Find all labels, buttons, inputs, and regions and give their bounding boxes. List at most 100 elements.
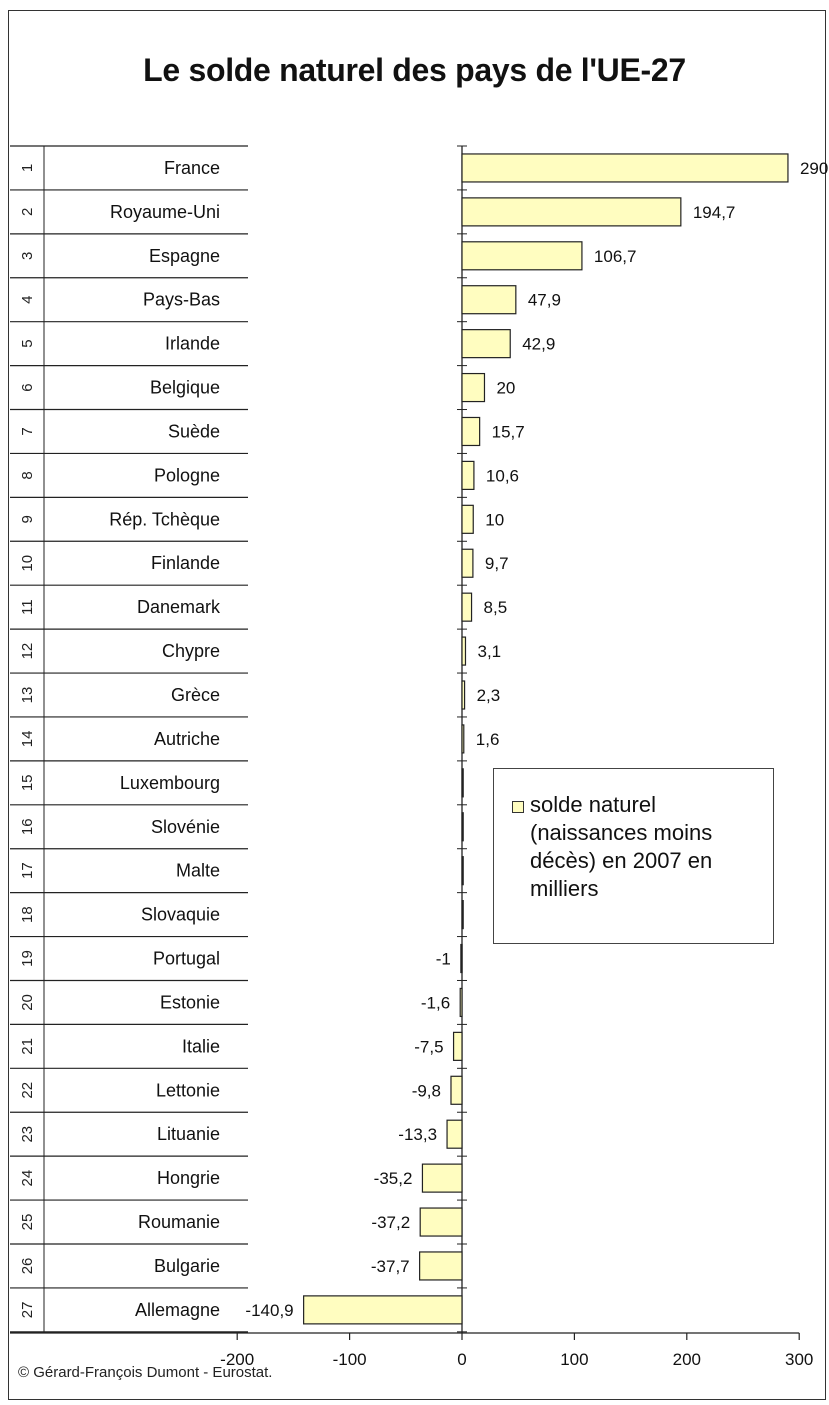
data-label: -37,2 (371, 1213, 410, 1232)
category-label: Estonie (160, 992, 220, 1012)
bar-3 (461, 285, 517, 315)
rank-number: 8 (19, 471, 36, 479)
rank-number: 23 (19, 1126, 36, 1143)
category-label: Malte (176, 861, 220, 881)
category-label: Grèce (171, 685, 220, 705)
data-label: 15,7 (492, 422, 525, 441)
bar-22 (446, 1119, 463, 1149)
bar-14 (461, 768, 464, 798)
chart-frame (8, 10, 826, 1400)
x-tick-label: 300 (785, 1350, 813, 1369)
rank-number: 14 (19, 731, 36, 748)
x-tick-label: 0 (457, 1350, 466, 1369)
data-label: -9,8 (412, 1081, 441, 1100)
rank-number: 26 (19, 1258, 36, 1275)
rank-number: 12 (19, 643, 36, 660)
bar-26 (303, 1295, 463, 1325)
rank-number: 6 (19, 383, 36, 391)
category-label: Lituanie (157, 1124, 220, 1144)
data-label: -37,7 (371, 1257, 410, 1276)
rank-number: 3 (19, 252, 36, 260)
category-label: Rép. Tchèque (109, 509, 220, 529)
rank-number: 19 (19, 950, 36, 967)
category-label: Portugal (153, 949, 220, 969)
x-tick-label: -200 (220, 1350, 254, 1369)
rank-number: 22 (19, 1082, 36, 1099)
data-label: 10,6 (486, 466, 519, 485)
rank-number: 1 (19, 164, 36, 172)
category-label: Royaume-Uni (110, 202, 220, 222)
data-label: 8,5 (484, 598, 508, 617)
bar-19 (459, 987, 463, 1018)
legend-swatch (512, 801, 524, 813)
category-label: Roumanie (138, 1212, 220, 1232)
data-label: 194,7 (693, 203, 736, 222)
rank-number: 2 (19, 208, 36, 216)
data-label: 20 (496, 379, 515, 398)
category-label: Finlande (151, 553, 220, 573)
data-label: 42,9 (522, 335, 555, 354)
bar-2 (461, 241, 583, 271)
category-label: Suède (168, 421, 220, 441)
bar-25 (419, 1251, 463, 1281)
bar-13 (461, 724, 465, 754)
legend-label: solde naturel (naissances moins décès) e… (530, 792, 713, 901)
rank-number: 17 (19, 862, 36, 879)
bar-5 (461, 372, 486, 403)
rank-number: 5 (19, 339, 36, 347)
category-label: Italie (182, 1036, 220, 1056)
bar-12 (461, 680, 466, 710)
data-label: -140,9 (245, 1301, 293, 1320)
rank-number: 10 (19, 555, 36, 572)
rank-number: 16 (19, 818, 36, 835)
category-label: Irlande (165, 334, 220, 354)
legend: solde naturel (naissances moins décès) e… (493, 768, 774, 944)
data-label: -1 (436, 950, 451, 969)
bar-9 (461, 548, 474, 578)
category-label: Chypre (162, 641, 220, 661)
bar-24 (419, 1207, 463, 1237)
data-label: -13,3 (398, 1125, 437, 1144)
x-tick-label: 200 (673, 1350, 701, 1369)
x-tick-label: -100 (333, 1350, 367, 1369)
category-label: Autriche (154, 729, 220, 749)
data-label: -35,2 (374, 1169, 413, 1188)
rank-number: 21 (19, 1038, 36, 1055)
data-label: 290 (800, 159, 828, 178)
data-label: 47,9 (528, 291, 561, 310)
data-label: -1,6 (421, 993, 450, 1012)
rank-number: 25 (19, 1214, 36, 1231)
bar-23 (421, 1163, 463, 1193)
category-label: Luxembourg (120, 773, 220, 793)
rank-number: 13 (19, 687, 36, 704)
category-label: Espagne (149, 246, 220, 266)
data-label: 3,1 (477, 642, 501, 661)
category-label: Lettonie (156, 1080, 220, 1100)
category-label: Hongrie (157, 1168, 220, 1188)
category-label: Pologne (154, 465, 220, 485)
bar-8 (461, 504, 474, 534)
data-label: 9,7 (485, 554, 509, 573)
rank-number: 27 (19, 1302, 36, 1319)
category-label: Pays-Bas (143, 290, 220, 310)
bar-17 (461, 899, 464, 930)
data-label: 2,3 (477, 686, 501, 705)
rank-number: 18 (19, 906, 36, 923)
data-label: 1,6 (476, 730, 500, 749)
bar-0 (461, 153, 789, 183)
category-label: Allemagne (135, 1300, 220, 1320)
bar-16 (461, 856, 464, 886)
data-label: 10 (485, 510, 504, 529)
bar-10 (461, 592, 473, 622)
bar-7 (461, 460, 475, 490)
bar-11 (461, 636, 467, 666)
x-tick-label: 100 (560, 1350, 588, 1369)
data-label: 106,7 (594, 247, 637, 266)
rank-number: 7 (19, 427, 36, 435)
category-label: Belgique (150, 378, 220, 398)
category-label: Slovénie (151, 817, 220, 837)
rank-number: 24 (19, 1170, 36, 1187)
rank-number: 15 (19, 774, 36, 791)
rank-number: 11 (19, 599, 36, 615)
